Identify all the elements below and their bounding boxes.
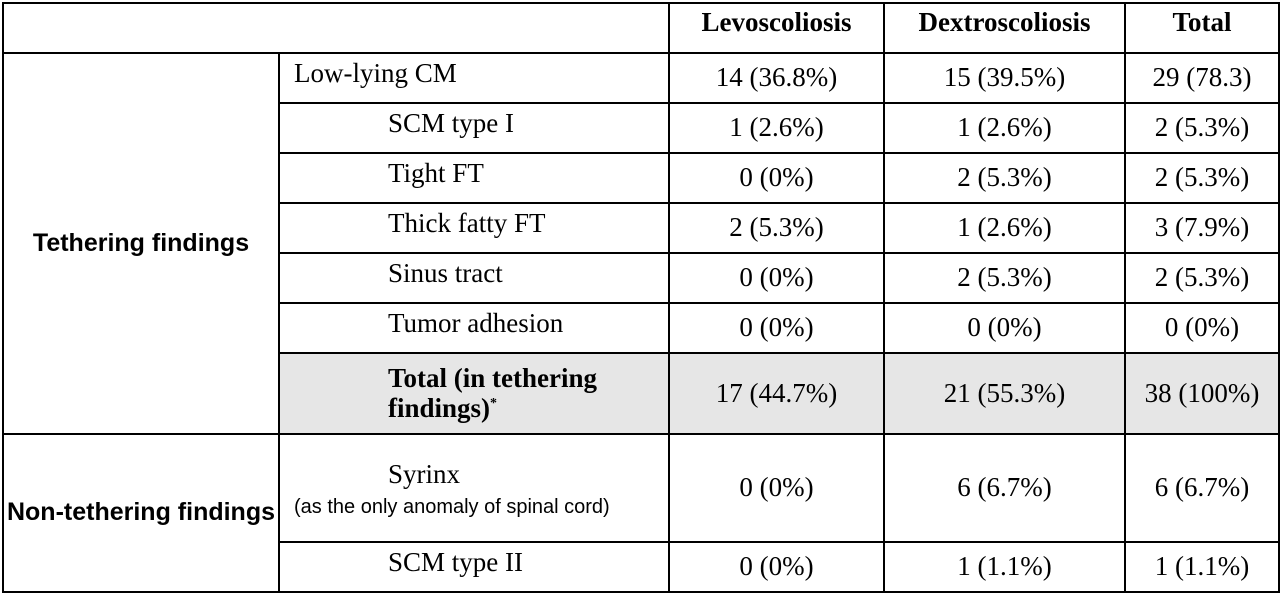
levo-value: 0 (0%) xyxy=(668,252,885,304)
total-value: 2 (5.3%) xyxy=(1124,152,1280,204)
table-row: SCM type II 0 (0%) 1 (1.1%) 1 (1.1%) xyxy=(3,541,1280,593)
levo-value: 17 (44.7%) xyxy=(668,352,885,435)
table-row: Thick fatty FT 2 (5.3%) 1 (2.6%) 3 (7.9%… xyxy=(3,202,1280,254)
levo-value: 0 (0%) xyxy=(668,433,885,543)
dextro-value: 2 (5.3%) xyxy=(883,252,1126,304)
row-label: Low-lying CM xyxy=(278,52,670,104)
total-value: 38 (100%) xyxy=(1124,352,1280,435)
dextro-value: 1 (1.1%) xyxy=(883,541,1126,593)
row-label: Tight FT xyxy=(278,152,670,204)
table-row: Sinus tract 0 (0%) 2 (5.3%) 2 (5.3%) xyxy=(3,252,1280,304)
header-dextroscoliosis: Dextroscoliosis xyxy=(883,2,1126,54)
total-value: 0 (0%) xyxy=(1124,302,1280,354)
row-sublabel: (as the only anomaly of spinal cord) xyxy=(294,495,610,518)
dextro-value: 0 (0%) xyxy=(883,302,1126,354)
header-levoscoliosis: Levoscoliosis xyxy=(668,2,885,54)
levo-value: 1 (2.6%) xyxy=(668,102,885,154)
table-row: Tight FT 0 (0%) 2 (5.3%) 2 (5.3%) xyxy=(3,152,1280,204)
group-label-tethering: Tethering findings xyxy=(2,52,280,435)
levo-value: 2 (5.3%) xyxy=(668,202,885,254)
total-value: 1 (1.1%) xyxy=(1124,541,1280,593)
syrinx-label-cell: Syrinx (as the only anomaly of spinal co… xyxy=(278,433,670,543)
dextro-value: 15 (39.5%) xyxy=(883,52,1126,104)
total-value: 29 (78.3) xyxy=(1124,52,1280,104)
row-label: SCM type II xyxy=(278,541,670,593)
total-value: 2 (5.3%) xyxy=(1124,102,1280,154)
levo-value: 0 (0%) xyxy=(668,152,885,204)
dextro-value: 6 (6.7%) xyxy=(883,433,1126,543)
row-label: Total (in tethering findings) xyxy=(388,362,597,423)
table-row: Non-tethering findings Syrinx (as the on… xyxy=(2,433,1280,593)
header-row: Levoscoliosis Dextroscoliosis Total xyxy=(2,2,1280,54)
row-label: Sinus tract xyxy=(278,252,670,304)
row-label: Tumor adhesion xyxy=(278,302,670,354)
table-row: SCM type I 1 (2.6%) 1 (2.6%) 2 (5.3%) xyxy=(3,102,1280,154)
row-label: Thick fatty FT xyxy=(278,202,670,254)
dextro-value: 1 (2.6%) xyxy=(883,202,1126,254)
row-label: Syrinx xyxy=(388,459,461,490)
row-label: SCM type I xyxy=(278,102,670,154)
dextro-value: 2 (5.3%) xyxy=(883,152,1126,204)
header-empty-cell xyxy=(2,2,670,54)
footnote-marker: * xyxy=(490,395,498,411)
levo-value: 0 (0%) xyxy=(668,302,885,354)
dextro-value: 21 (55.3%) xyxy=(883,352,1126,435)
header-total: Total xyxy=(1124,2,1280,54)
dextro-value: 1 (2.6%) xyxy=(883,102,1126,154)
subtotal-label-cell: Total (in tethering findings)* xyxy=(278,352,670,435)
levo-value: 0 (0%) xyxy=(668,541,885,593)
total-value: 2 (5.3%) xyxy=(1124,252,1280,304)
levo-value: 14 (36.8%) xyxy=(668,52,885,104)
total-value: 3 (7.9%) xyxy=(1124,202,1280,254)
table-row: Tumor adhesion 0 (0%) 0 (0%) 0 (0%) xyxy=(3,302,1280,354)
table-row: Tethering findings Low-lying CM 14 (36.8… xyxy=(2,52,1280,435)
total-value: 6 (6.7%) xyxy=(1124,433,1280,543)
group-label-non-tethering: Non-tethering findings xyxy=(2,433,280,593)
